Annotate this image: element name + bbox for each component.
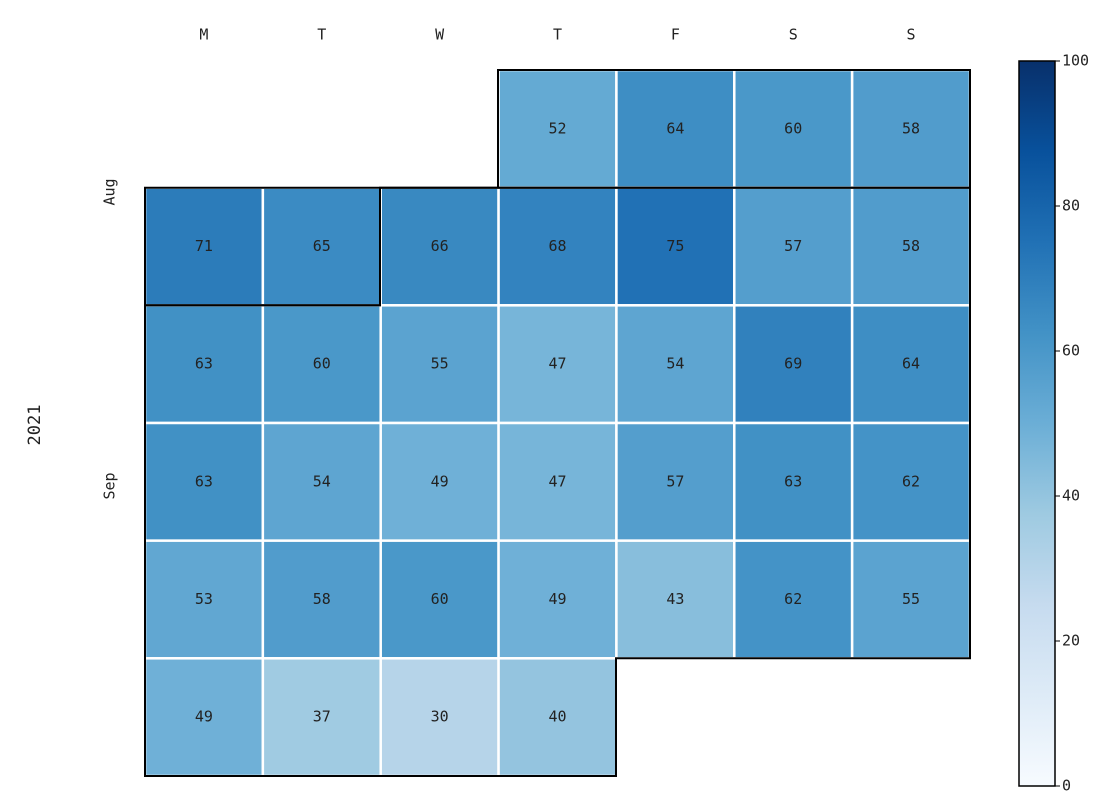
cell-label: 58 (902, 237, 920, 255)
cell-label: 55 (431, 355, 449, 373)
colorbar-tick-label: 100 (1062, 52, 1089, 70)
cell-label: 54 (666, 355, 684, 373)
cell-label: 58 (902, 119, 920, 137)
colorbar-tick-label: 20 (1062, 632, 1080, 650)
cell-label: 60 (784, 119, 802, 137)
month-label: Aug (101, 178, 119, 205)
cell (733, 304, 854, 425)
cell (733, 186, 854, 307)
colorbar-tick-label: 40 (1062, 487, 1080, 505)
cell (615, 421, 736, 542)
column-label: T (553, 26, 562, 44)
colorbar-tick-label: 0 (1062, 777, 1071, 795)
cell-label: 57 (784, 237, 802, 255)
cell (850, 304, 972, 425)
cell-label: 62 (784, 590, 802, 608)
cell-label: 60 (431, 590, 449, 608)
cell-label: 30 (431, 708, 449, 726)
cell (615, 304, 736, 425)
colorbar-tick-label: 80 (1062, 197, 1080, 215)
month-outline (144, 186, 971, 777)
cell-label: 54 (313, 472, 331, 490)
cell-label: 52 (548, 119, 566, 137)
cell-label: 65 (313, 237, 331, 255)
cell-label: 75 (666, 237, 684, 255)
cell-label: 68 (548, 237, 566, 255)
cell (379, 539, 500, 660)
cell (379, 421, 500, 542)
column-label: T (317, 26, 326, 44)
cell (615, 68, 736, 189)
cell-label: 71 (195, 237, 213, 255)
cell-label: 49 (431, 472, 449, 490)
cell-label: 40 (548, 708, 566, 726)
cell-label: 55 (902, 590, 920, 608)
column-label: W (435, 26, 445, 44)
cell (497, 421, 618, 542)
column-label: F (671, 26, 680, 44)
cell-label: 66 (431, 237, 449, 255)
cell (261, 186, 382, 307)
cell (143, 304, 265, 425)
cell-label: 49 (195, 708, 213, 726)
month-label: Sep (101, 472, 119, 499)
cell (733, 539, 854, 660)
cell-label: 47 (548, 472, 566, 490)
cell (497, 657, 618, 778)
cell-label: 64 (666, 119, 684, 137)
year-label: 2021 (25, 405, 45, 446)
cell-label: 63 (195, 355, 213, 373)
cell-label: 43 (666, 590, 684, 608)
cells (143, 68, 972, 778)
colorbar (1018, 60, 1056, 787)
column-label: S (907, 26, 916, 44)
cell-label: 64 (902, 355, 920, 373)
cell-label: 63 (784, 472, 802, 490)
cell-label: 69 (784, 355, 802, 373)
cell (261, 539, 382, 660)
column-label: M (199, 26, 208, 44)
cell-label: 53 (195, 590, 213, 608)
cell (261, 421, 382, 542)
column-label: S (789, 26, 798, 44)
cell (497, 68, 618, 189)
cell (143, 421, 265, 542)
cell (379, 304, 500, 425)
cell-label: 57 (666, 472, 684, 490)
colorbar-tick-label: 60 (1062, 342, 1080, 360)
cell-label: 37 (313, 708, 331, 726)
cell-label: 62 (902, 472, 920, 490)
cell-label: 63 (195, 472, 213, 490)
cell (497, 186, 618, 307)
cell (497, 539, 618, 660)
cell-label: 47 (548, 355, 566, 373)
cell-label: 58 (313, 590, 331, 608)
cell-label: 60 (313, 355, 331, 373)
cell-label: 49 (548, 590, 566, 608)
